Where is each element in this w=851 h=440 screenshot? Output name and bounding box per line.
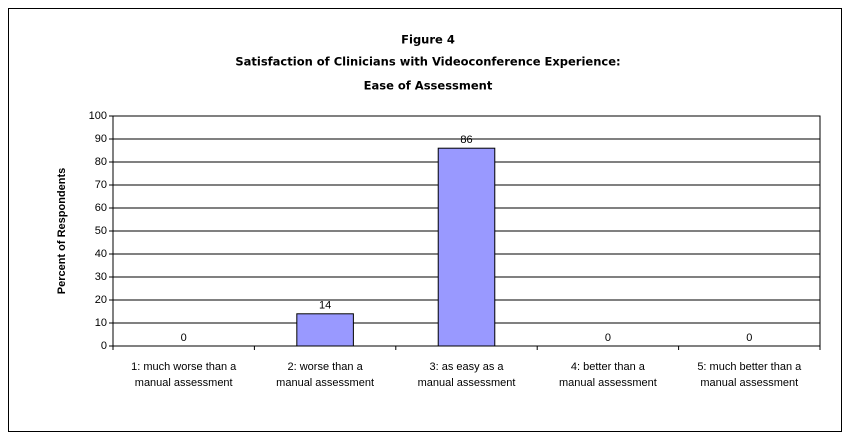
y-tick-label: 70 [95,179,107,191]
bar [296,313,354,347]
y-tick-label: 60 [95,202,107,214]
y-tick-label: 20 [95,294,107,306]
x-tick-label: manual assessment [559,377,657,389]
x-tick-label: 5: much better than a [697,361,802,373]
x-tick-label: manual assessment [700,377,798,389]
data-label: 0 [746,332,752,344]
chart-title: Satisfaction of Clinicians with Videocon… [235,55,620,69]
x-tick-label: manual assessment [418,377,516,389]
x-tick-label: 1: much worse than a [131,361,237,373]
data-label: 0 [605,332,611,344]
x-tick-label: 3: as easy as a [430,361,505,373]
x-tick-label: manual assessment [276,377,374,389]
data-label: 86 [460,134,472,146]
chart-title: Figure 4 [401,33,455,47]
y-tick-label: 30 [95,271,107,283]
chart-border [8,8,842,432]
y-tick-label: 0 [101,340,107,352]
x-tick-label: manual assessment [135,377,233,389]
y-tick-label: 80 [95,156,107,168]
x-tick-label: 2: worse than a [287,361,363,373]
data-label: 0 [181,332,187,344]
bar [437,147,496,347]
y-tick-label: 50 [95,225,107,237]
y-tick-label: 100 [89,110,107,122]
y-tick-label: 10 [95,317,107,329]
y-tick-label: 90 [95,133,107,145]
data-label: 14 [319,300,331,312]
y-tick-label: 40 [95,248,107,260]
y-axis-title: Percent of Respondents [56,168,68,295]
chart-title: Ease of Assessment [364,79,493,93]
x-tick-label: 4: better than a [571,361,646,373]
